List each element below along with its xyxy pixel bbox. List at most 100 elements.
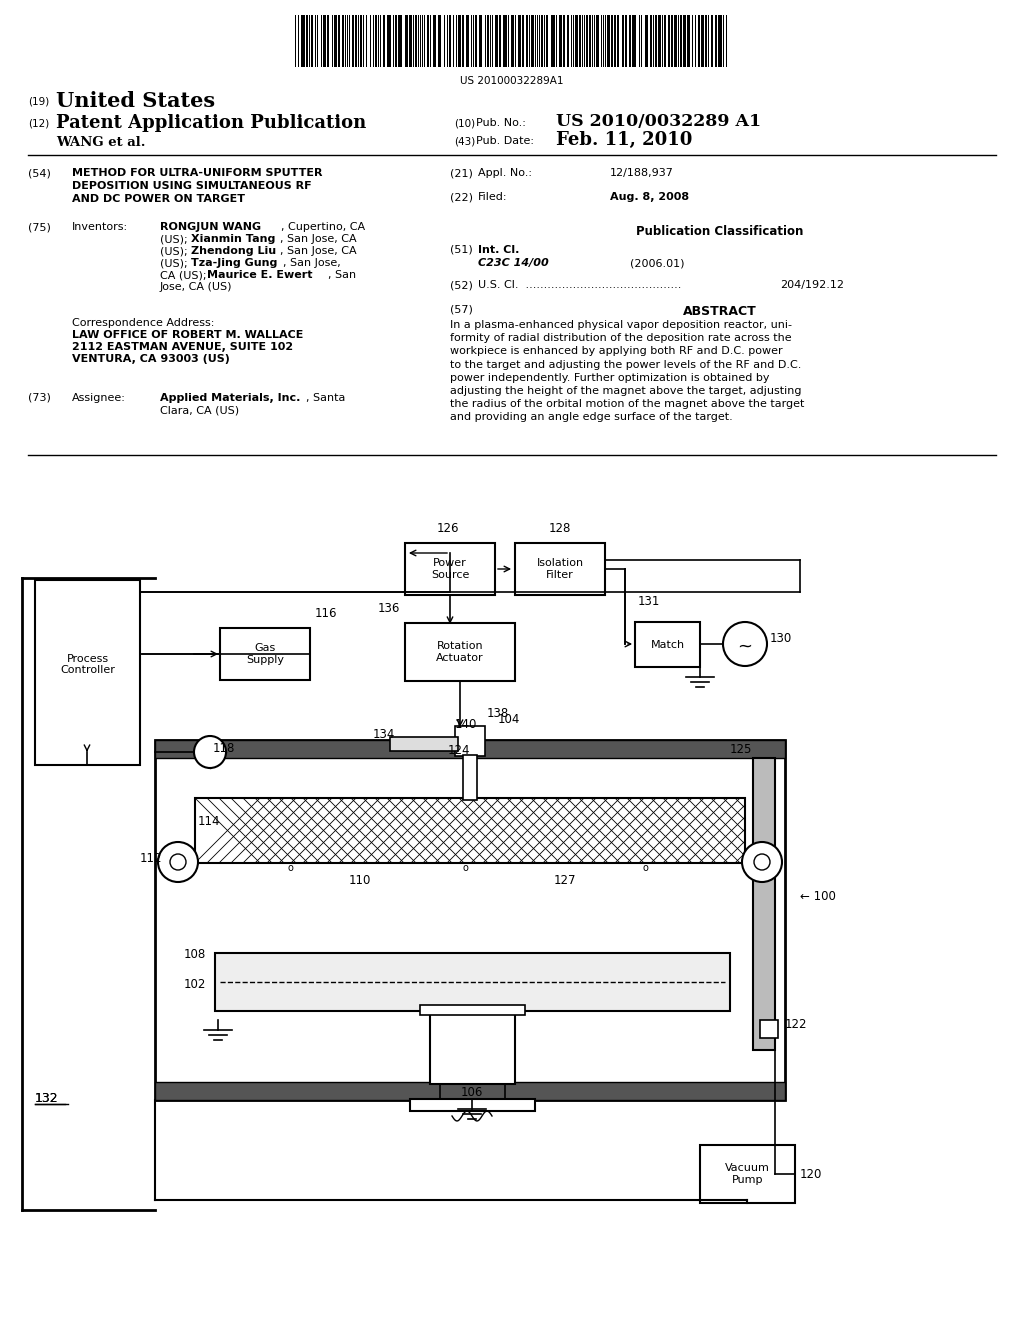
Text: , San: , San [328, 271, 356, 280]
Text: , San Jose,: , San Jose, [283, 257, 341, 268]
Text: (52): (52) [450, 280, 473, 290]
Text: Appl. No.:: Appl. No.: [478, 168, 532, 178]
Text: 131: 131 [638, 595, 660, 609]
Bar [301, 15, 305, 67]
Text: Rotation
Actuator: Rotation Actuator [436, 642, 483, 663]
Text: 116: 116 [315, 607, 338, 620]
Bar [463, 755, 477, 800]
Ellipse shape [754, 854, 770, 870]
Text: (US);: (US); [160, 246, 191, 256]
Bar [658, 15, 662, 67]
Text: METHOD FOR ULTRA-UNIFORM SPUTTER: METHOD FOR ULTRA-UNIFORM SPUTTER [72, 168, 323, 178]
Text: ← 100: ← 100 [800, 891, 836, 903]
Bar [596, 15, 599, 67]
Bar [499, 15, 501, 67]
Text: In a plasma-enhanced physical vapor deposition reactor, uni-
formity of radial d: In a plasma-enhanced physical vapor depo… [450, 319, 805, 422]
Bar [625, 15, 627, 67]
Text: , Cupertino, CA: , Cupertino, CA [281, 222, 366, 232]
Text: Power
Source: Power Source [431, 558, 469, 579]
Text: DEPOSITION USING SIMULTANEOUS RF: DEPOSITION USING SIMULTANEOUS RF [72, 181, 311, 191]
Bar [466, 15, 469, 67]
Bar [35, 579, 140, 766]
Bar [360, 15, 362, 67]
Bar [683, 15, 686, 67]
Text: Filed:: Filed: [478, 191, 508, 202]
Bar [352, 15, 354, 67]
Bar [563, 15, 565, 67]
Text: 106: 106 [461, 1086, 483, 1100]
Bar [567, 15, 569, 67]
Bar [311, 15, 313, 67]
Bar [475, 15, 477, 67]
Text: (10): (10) [454, 117, 475, 128]
Bar [220, 628, 310, 680]
Ellipse shape [158, 842, 198, 882]
Bar [155, 741, 785, 758]
Bar [753, 758, 775, 1049]
Bar [607, 15, 610, 67]
Bar [674, 15, 677, 67]
Bar [617, 15, 618, 67]
Bar [586, 15, 588, 67]
Bar [409, 15, 412, 67]
Text: ABSTRACT: ABSTRACT [683, 305, 757, 318]
Text: (51): (51) [450, 246, 473, 255]
Text: (12): (12) [28, 117, 49, 128]
Text: 112: 112 [139, 851, 162, 865]
Text: , San Jose, CA: , San Jose, CA [280, 246, 356, 256]
Bar [711, 15, 713, 67]
Bar [406, 15, 408, 67]
Text: 134: 134 [373, 729, 395, 742]
Text: Match: Match [650, 639, 685, 649]
Bar [701, 15, 705, 67]
Bar [551, 15, 555, 67]
Text: 140: 140 [455, 718, 477, 731]
Bar [495, 15, 498, 67]
Text: Maurice E. Ewert: Maurice E. Ewert [207, 271, 312, 280]
Text: (21): (21) [450, 168, 473, 178]
Text: 132: 132 [35, 1092, 58, 1105]
Bar [387, 15, 391, 67]
Bar [515, 543, 605, 595]
Text: Applied Materials, Inc.: Applied Materials, Inc. [160, 393, 300, 403]
Text: , Santa: , Santa [306, 393, 345, 403]
Text: Pub. Date:: Pub. Date: [476, 136, 534, 147]
Bar [687, 15, 690, 67]
Bar [579, 15, 581, 67]
Bar [680, 15, 682, 67]
Text: Jose, CA (US): Jose, CA (US) [160, 282, 232, 292]
Text: 130: 130 [770, 631, 793, 644]
Bar [398, 15, 402, 67]
Bar [700, 1144, 795, 1203]
Text: VENTURA, CA 93003 (US): VENTURA, CA 93003 (US) [72, 354, 229, 364]
Bar [375, 15, 377, 67]
Text: 138: 138 [487, 708, 509, 719]
Bar [635, 622, 700, 667]
Bar [323, 15, 326, 67]
Text: Clara, CA (US): Clara, CA (US) [160, 405, 240, 414]
Text: Gas
Supply: Gas Supply [246, 643, 284, 665]
Bar [462, 15, 464, 67]
Bar [531, 15, 534, 67]
Bar [760, 1020, 778, 1038]
Bar [718, 15, 722, 67]
Text: 204/192.12: 204/192.12 [780, 280, 844, 290]
Bar [575, 15, 578, 67]
Bar [671, 15, 673, 67]
Bar [487, 15, 489, 67]
Text: 2112 EASTMAN AVENUE, SUITE 102: 2112 EASTMAN AVENUE, SUITE 102 [72, 342, 293, 352]
Text: Aug. 8, 2008: Aug. 8, 2008 [610, 191, 689, 202]
Text: Vacuum
Pump: Vacuum Pump [725, 1163, 770, 1185]
Text: ~: ~ [737, 638, 753, 656]
Text: Isolation
Filter: Isolation Filter [537, 558, 584, 579]
Bar [410, 1100, 535, 1111]
Text: 136: 136 [378, 602, 400, 615]
Text: LAW OFFICE OF ROBERT M. WALLACE: LAW OFFICE OF ROBERT M. WALLACE [72, 330, 303, 341]
Bar [668, 15, 670, 67]
Text: (22): (22) [450, 191, 473, 202]
Text: (75): (75) [28, 222, 51, 232]
Bar [632, 15, 636, 67]
Text: o: o [462, 863, 468, 873]
Bar [511, 15, 514, 67]
Bar [155, 1082, 785, 1100]
